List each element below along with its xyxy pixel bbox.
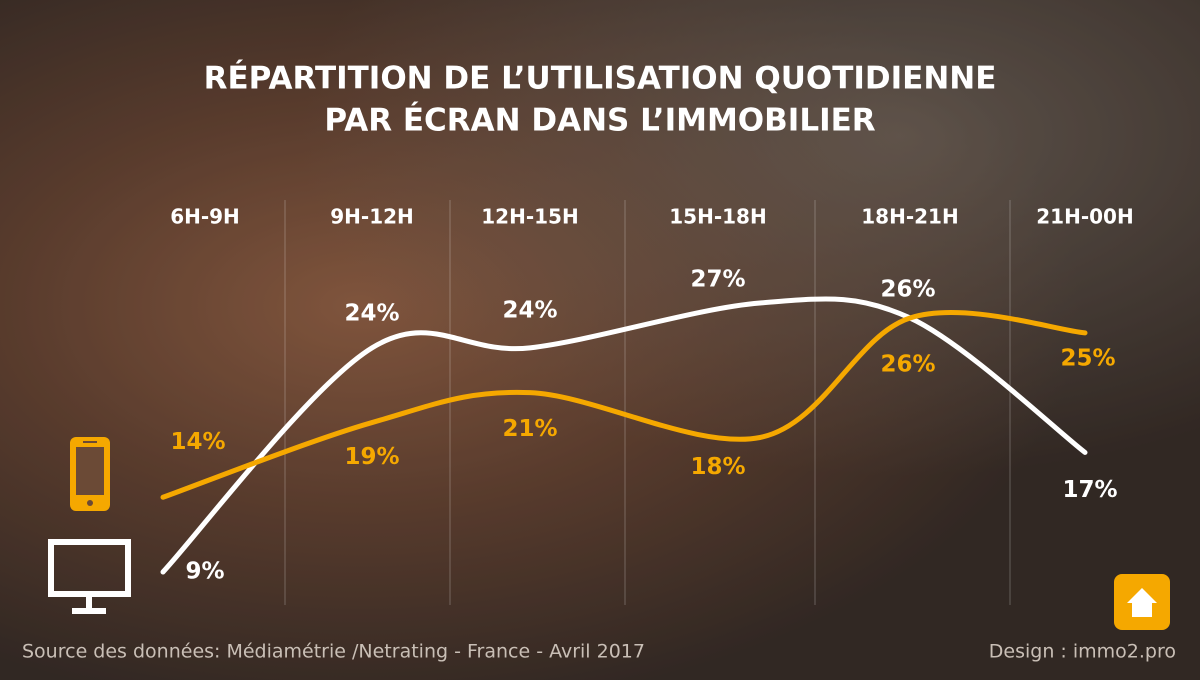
data-label: 26% bbox=[880, 351, 935, 377]
desktop-icon bbox=[48, 539, 131, 614]
column-header: 12H-15H bbox=[481, 205, 578, 229]
data-label: 17% bbox=[1062, 477, 1117, 503]
series-line bbox=[160, 310, 1088, 500]
data-label: 25% bbox=[1060, 345, 1115, 371]
data-label: 9% bbox=[185, 559, 224, 585]
column-header: 9H-12H bbox=[330, 205, 414, 229]
column-header: 21H-00H bbox=[1036, 205, 1133, 229]
data-label: 24% bbox=[502, 297, 557, 323]
data-label: 21% bbox=[502, 416, 557, 442]
data-label: 19% bbox=[344, 444, 399, 470]
data-label: 26% bbox=[880, 276, 935, 302]
series-line bbox=[160, 296, 1088, 575]
title-line: PAR ÉCRAN DANS L’IMMOBILIER bbox=[324, 103, 875, 139]
credit: Design : immo2.pro bbox=[989, 641, 1176, 663]
data-label: 14% bbox=[170, 429, 225, 455]
column-header: 15H-18H bbox=[669, 205, 766, 229]
title-line: RÉPARTITION DE L’UTILISATION QUOTIDIENNE bbox=[204, 61, 997, 97]
smartphone-icon bbox=[70, 437, 110, 511]
data-label: 18% bbox=[690, 454, 745, 480]
data-label: 24% bbox=[344, 300, 399, 326]
column-header: 6H-9H bbox=[170, 205, 240, 229]
data-label: 27% bbox=[690, 267, 745, 293]
column-header: 18H-21H bbox=[861, 205, 958, 229]
logo bbox=[1114, 574, 1170, 630]
source-note: Source des données: Médiamétrie /Netrati… bbox=[22, 641, 645, 663]
